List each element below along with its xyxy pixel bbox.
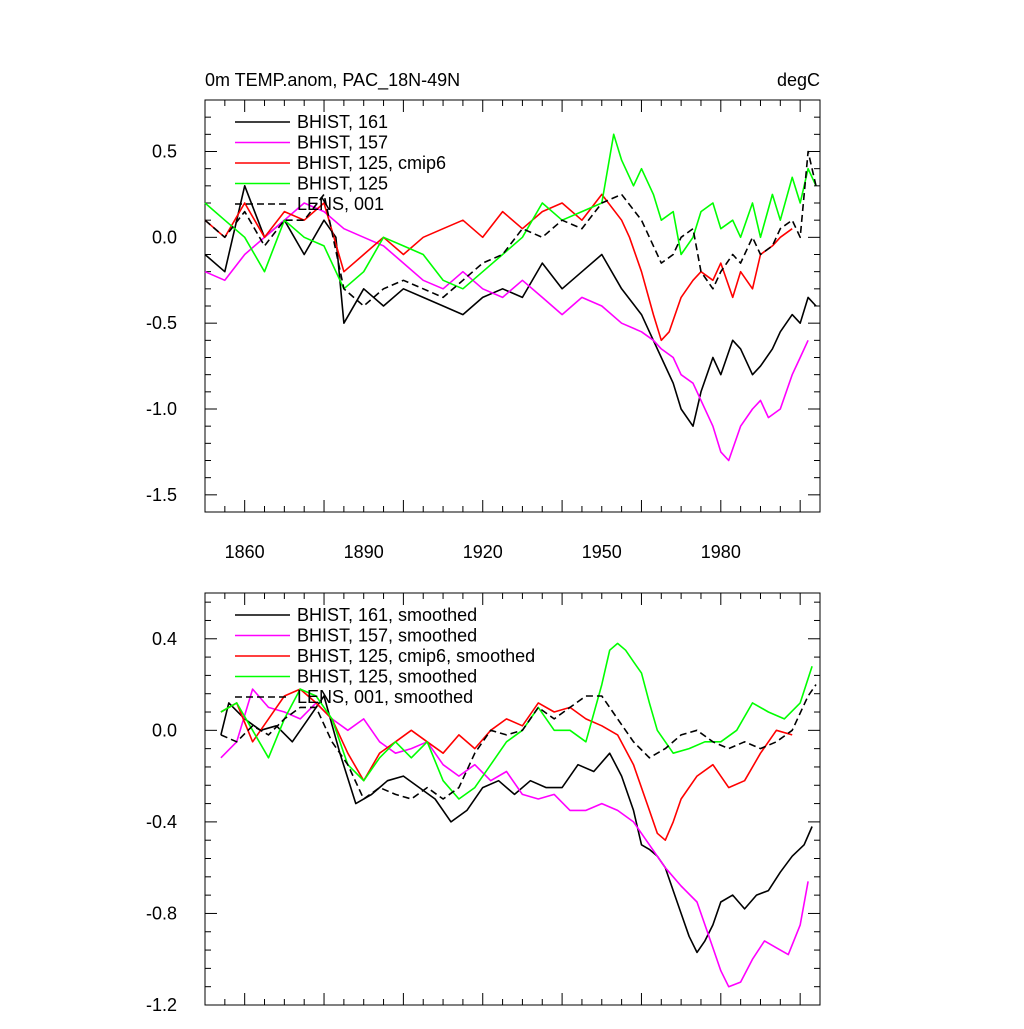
y-tick-label: -0.5: [146, 313, 177, 333]
chart-units: degC: [777, 70, 820, 90]
legend-label: BHIST, 125, smoothed: [297, 667, 477, 687]
x-tick-label: 1890: [344, 542, 384, 562]
y-tick-label: -0.8: [146, 903, 177, 923]
chart-title: 0m TEMP.anom, PAC_18N-49N: [205, 70, 460, 91]
series-line-4: [204, 150, 817, 307]
legend-label: LENS, 001: [297, 194, 384, 214]
series-line-0: [220, 695, 813, 954]
legend-label: BHIST, 161: [297, 112, 388, 132]
series-line-0: [204, 185, 817, 428]
axis-ticks: 0.4 0.0 -0.4 -0.8 -1.2: [146, 593, 821, 1015]
series-line-2: [220, 688, 793, 842]
x-tick-label: 1950: [582, 542, 622, 562]
x-tick-label: 1860: [225, 542, 265, 562]
legend-label: LENS, 001, smoothed: [297, 687, 473, 707]
series-line-2: [204, 193, 793, 342]
legend-label: BHIST, 125, cmip6: [297, 153, 446, 173]
series-line-3: [220, 642, 813, 800]
series-line-1: [204, 202, 809, 462]
y-tick-label: -1.5: [146, 485, 177, 505]
legend-label: BHIST, 157: [297, 133, 388, 153]
x-tick-label: 1920: [463, 542, 503, 562]
legend-label: BHIST, 161, smoothed: [297, 605, 477, 625]
series-line-4: [220, 684, 817, 800]
y-tick-label: -0.4: [146, 812, 177, 832]
y-tick-label: 0.5: [152, 142, 177, 162]
x-tick-label: 1980: [701, 542, 741, 562]
series-layer: [220, 642, 817, 988]
top-panel: 0m TEMP.anom, PAC_18N-49N degC 0.5 0.0 -0.…: [146, 70, 821, 562]
series-line-1: [220, 688, 809, 988]
legend-label: BHIST, 125, cmip6, smoothed: [297, 646, 535, 666]
y-tick-label: -1.0: [146, 399, 177, 419]
legend-label: BHIST, 125: [297, 174, 388, 194]
y-tick-label: -1.2: [146, 995, 177, 1015]
bottom-panel: 0.40.0-0.4-0.8-1.2 BHIST, 161, smoothedB…: [146, 592, 821, 1015]
y-tick-label: 0.0: [152, 720, 177, 740]
y-tick-label: 0.0: [152, 227, 177, 247]
series-layer: [204, 133, 817, 462]
plot-frame: [204, 592, 821, 1006]
y-tick-label: 0.4: [152, 629, 177, 649]
axis-ticks: 0.5 0.0 -0.5 -1.0 -1.5 1860 1890 1920 1950 1980: [146, 99, 821, 562]
legend-label: BHIST, 157, smoothed: [297, 626, 477, 646]
